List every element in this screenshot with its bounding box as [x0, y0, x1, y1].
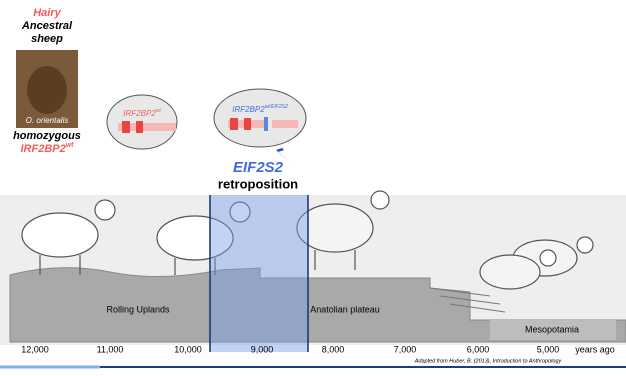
photo-animal	[27, 66, 67, 114]
exon	[122, 121, 130, 133]
ancestor-trait: Hairy	[33, 7, 61, 19]
region-label: Rolling Uplands	[106, 304, 170, 314]
allele: wt/EIF2S2	[265, 104, 288, 110]
timeline-label: 5,000	[537, 344, 560, 354]
timeline-label: 9,000	[251, 344, 274, 354]
exon	[136, 121, 143, 133]
gene: IRF2BP2	[123, 109, 156, 118]
gene: IRF2BP2	[232, 105, 265, 114]
allele: wt	[156, 108, 162, 114]
region-label: Anatolian plateau	[310, 304, 380, 314]
timeline-label: 11,000	[97, 344, 124, 354]
event-label: retroposition	[218, 176, 298, 191]
genotype-gene: IRF2BP2wt	[20, 142, 74, 155]
timeline-label: 12,000	[21, 344, 49, 354]
bubble	[214, 89, 306, 147]
photo-caption: O. orientalis	[26, 116, 69, 125]
timeline-label: 10,000	[174, 344, 202, 354]
timeline-label: 7,000	[394, 344, 417, 354]
gene-bar	[272, 120, 298, 128]
genotype: homozygous	[13, 130, 81, 142]
insertion	[264, 117, 268, 131]
exon	[244, 118, 251, 130]
timeline-label: 6,000	[467, 344, 490, 354]
region-label: Mesopotamia	[525, 324, 579, 334]
exon	[230, 118, 238, 130]
ancestor-label: Ancestral	[21, 20, 73, 32]
event-gene: EIF2S2	[233, 159, 284, 176]
timeline-unit: years ago	[575, 344, 615, 354]
figure: Hairy Ancestral sheep O. orientalis homo…	[0, 0, 626, 371]
bubble-gene: IRF2BP2wt	[123, 108, 161, 118]
period-highlight	[210, 195, 308, 352]
timeline-label: 8,000	[322, 344, 345, 354]
credit: Adapted from Huber, B. (2013), Introduct…	[414, 358, 563, 364]
allele: wt	[66, 142, 74, 149]
gene: IRF2BP2	[20, 143, 65, 155]
ancestor-label: sheep	[31, 33, 63, 45]
